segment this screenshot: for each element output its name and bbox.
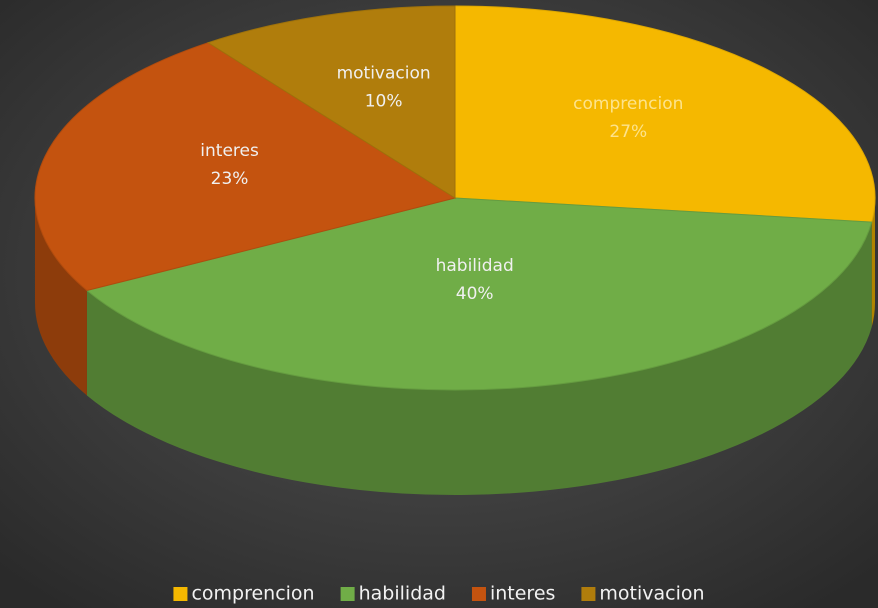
legend-text: motivacion: [599, 583, 704, 605]
slice: [34, 42, 457, 292]
data-label-value: 10%: [365, 92, 403, 112]
legend-swatch: [581, 587, 596, 601]
legend-swatch: [173, 587, 188, 601]
data-label-name: comprencion: [573, 94, 683, 114]
legend-swatch: [471, 587, 486, 601]
data-label-value: 23%: [211, 169, 249, 189]
slice: [85, 197, 873, 391]
data-label-name: motivacion: [337, 64, 431, 84]
legend-text: interes: [490, 583, 555, 605]
data-label-name: interes: [200, 141, 259, 161]
slice-side: [35, 198, 87, 396]
legend-text: comprencion: [191, 583, 314, 605]
slice-side: [86, 222, 872, 496]
slice-side: [871, 198, 875, 328]
legend-swatch: [340, 587, 355, 601]
slice: [454, 5, 876, 223]
legend: comprencion habilidad interes motivacion: [173, 583, 705, 605]
data-label-value: 27%: [609, 122, 647, 142]
data-label-value: 40%: [456, 284, 494, 304]
legend-text: habilidad: [359, 583, 446, 605]
data-label-name: habilidad: [436, 256, 514, 276]
slice: [206, 5, 456, 199]
